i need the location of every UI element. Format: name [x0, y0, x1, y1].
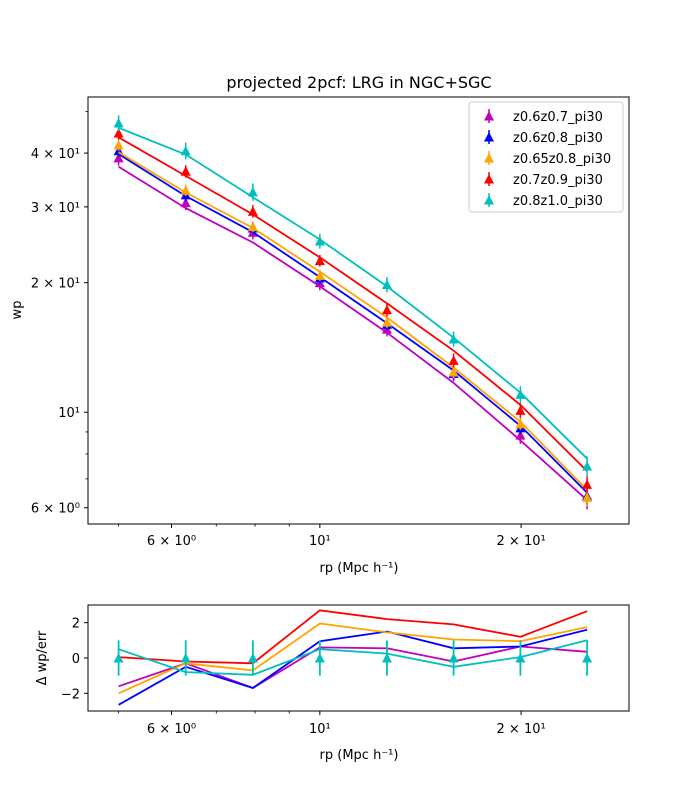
x-tick-label: 6 × 10⁰: [147, 722, 196, 737]
data-point-z0.8z1.0_pi30: [582, 461, 593, 471]
data-point-z0.7z0.9_pi30: [582, 479, 593, 489]
residual-marker: [314, 653, 325, 663]
data-point-z0.6z0.7_pi30: [113, 152, 124, 163]
residual-marker: [247, 653, 258, 663]
model-line-z0.6z0.8_pi30: [118, 153, 588, 494]
legend-marker: [484, 195, 494, 205]
y-tick-label: 3 × 10¹: [31, 201, 80, 216]
residual-marker: [113, 653, 124, 663]
data-point-z0.7z0.9_pi30: [515, 405, 526, 415]
model-line-z0.8z1.0_pi30: [118, 126, 588, 460]
residual-line-z0.65z0.8_pi30: [118, 622, 588, 695]
bottom-x-axis-label: rp (Mpc h⁻¹): [320, 748, 399, 763]
residual-line-z0.8z1.0_pi30: [118, 639, 588, 676]
y-tick-label: −2: [61, 687, 80, 702]
legend-label: z0.7z0.9_pi30: [513, 173, 603, 188]
data-point-z0.65z0.8_pi30: [247, 221, 258, 232]
y-tick-label: 0: [72, 652, 80, 667]
top-y-axis-label: wp: [10, 301, 25, 320]
legend-label: z0.65z0.8_pi30: [513, 152, 611, 167]
top-chart-title: projected 2pcf: LRG in NGC+SGC: [226, 73, 491, 92]
legend-label: z0.8z1.0_pi30: [513, 194, 603, 209]
y-tick-label: 2: [72, 617, 80, 632]
x-tick-label: 2 × 10¹: [497, 722, 546, 737]
data-point-z0.7z0.9_pi30: [448, 355, 459, 365]
top-x-axis-label: rp (Mpc h⁻¹): [320, 561, 399, 576]
residual-marker: [515, 653, 526, 663]
x-tick-label: 6 × 10⁰: [147, 534, 196, 549]
data-point-z0.7z0.9_pi30: [113, 128, 124, 138]
legend-marker: [484, 174, 494, 184]
data-point-z0.65z0.8_pi30: [582, 492, 593, 502]
legend-label: z0.6z0.7_pi30: [513, 110, 603, 125]
data-point-z0.65z0.8_pi30: [314, 270, 325, 280]
data-point-z0.8z1.0_pi30: [448, 333, 459, 344]
data-point-z0.7z0.9_pi30: [381, 304, 392, 315]
data-point-z0.7z0.9_pi30: [180, 166, 191, 176]
x-tick-label: 10¹: [309, 534, 331, 549]
legend: z0.6z0.7_pi30 z0.6z0.8_pi30 z0.65z0.8_pi30…: [468, 101, 624, 213]
data-point-z0.65z0.8_pi30: [180, 185, 191, 195]
data-point-z0.6z0.7_pi30: [515, 430, 526, 440]
legend-box: [468, 101, 624, 213]
y-tick-label: 4 × 10¹: [31, 147, 80, 162]
data-point-z0.8z1.0_pi30: [113, 117, 124, 128]
legend-label: z0.6z0.8_pi30: [513, 131, 603, 146]
bottom-y-axis-label: Δ wp/err: [35, 630, 50, 685]
data-point-z0.8z1.0_pi30: [314, 235, 325, 246]
residual-line-z0.7z0.9_pi30: [118, 609, 588, 665]
x-tick-label: 2 × 10¹: [497, 534, 546, 549]
data-point-z0.8z1.0_pi30: [180, 145, 191, 156]
model-line-z0.6z0.7_pi30: [118, 165, 588, 501]
residual-line-z0.6z0.7_pi30: [118, 645, 588, 689]
residual-line-z0.6z0.8_pi30: [118, 628, 588, 706]
legend-marker: [484, 153, 494, 163]
data-point-z0.65z0.8_pi30: [515, 418, 526, 429]
bottom-plot-area: 6 × 10⁰ 10¹ 2 × 10¹ −2 0 2: [61, 609, 593, 737]
residual-marker: [180, 653, 191, 663]
residual-marker: [381, 653, 392, 663]
top-plot-area: 6 × 10⁰ 10¹ 2 × 10¹ 6 × 10⁰ 10¹ 2 × 10¹ 3 × 10…: [31, 110, 593, 549]
x-tick-label: 10¹: [309, 722, 331, 737]
y-tick-label: 10¹: [58, 406, 80, 421]
model-line-z0.65z0.8_pi30: [118, 151, 588, 491]
residual-marker: [448, 653, 459, 663]
data-point-z0.7z0.9_pi30: [314, 255, 325, 266]
data-point-z0.65z0.8_pi30: [113, 139, 124, 150]
residual-marker: [582, 653, 593, 663]
data-point-z0.65z0.8_pi30: [448, 367, 459, 377]
data-point-z0.6z0.7_pi30: [180, 197, 191, 208]
data-point-z0.65z0.8_pi30: [381, 317, 392, 327]
legend-marker: [484, 132, 494, 142]
y-tick-label: 6 × 10⁰: [31, 502, 80, 517]
model-line-z0.7z0.9_pi30: [118, 136, 588, 472]
bottom-axes-frame: [87, 604, 630, 712]
data-point-z0.8z1.0_pi30: [247, 186, 258, 197]
data-point-z0.7z0.9_pi30: [247, 206, 258, 216]
legend-marker: [484, 111, 494, 121]
data-point-z0.8z1.0_pi30: [381, 279, 392, 290]
top-axes-frame: [87, 96, 630, 525]
data-point-z0.8z1.0_pi30: [515, 389, 526, 399]
y-tick-label: 2 × 10¹: [31, 277, 80, 292]
